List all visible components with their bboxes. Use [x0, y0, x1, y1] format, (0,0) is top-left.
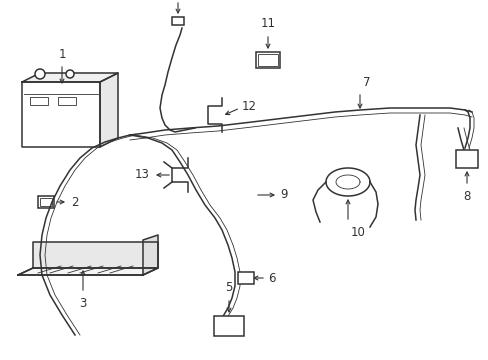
Polygon shape	[22, 82, 100, 147]
Bar	[40, 198, 52, 206]
Text: 1: 1	[58, 48, 65, 61]
Circle shape	[66, 70, 74, 78]
Text: 4: 4	[174, 0, 182, 4]
Polygon shape	[100, 73, 118, 147]
Polygon shape	[33, 242, 158, 268]
Bar	[256, 52, 280, 68]
Bar	[172, 17, 183, 25]
Text: 7: 7	[362, 76, 370, 89]
Text: 13: 13	[135, 168, 150, 181]
Text: 10: 10	[350, 226, 365, 239]
Bar	[30, 97, 48, 105]
Text: 11: 11	[260, 17, 275, 30]
Text: 9: 9	[280, 189, 287, 202]
Bar	[455, 150, 477, 168]
Bar	[258, 54, 278, 66]
Bar	[38, 196, 54, 208]
Circle shape	[35, 69, 45, 79]
Text: 6: 6	[267, 271, 275, 284]
Text: 12: 12	[242, 99, 257, 112]
Text: 2: 2	[71, 195, 79, 208]
Text: 3: 3	[79, 297, 86, 310]
Bar	[214, 316, 244, 336]
Text: 5: 5	[225, 281, 232, 294]
Polygon shape	[142, 235, 158, 275]
Polygon shape	[18, 268, 158, 275]
Bar	[238, 272, 253, 284]
Bar	[58, 97, 76, 105]
Text: 8: 8	[462, 190, 470, 203]
Polygon shape	[22, 73, 118, 82]
